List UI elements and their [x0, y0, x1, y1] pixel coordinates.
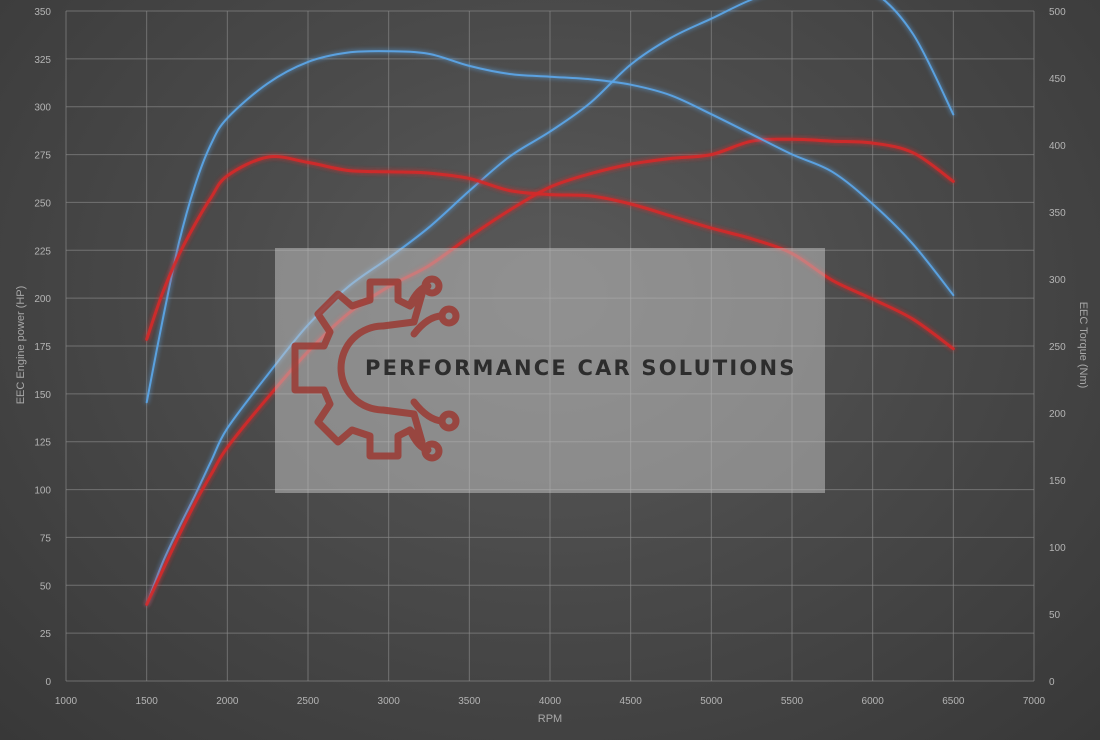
series-lines — [145, 0, 955, 606]
left-tick-label: 50 — [40, 581, 52, 592]
left-tick-label: 0 — [45, 677, 51, 688]
x-tick-label: 6000 — [862, 696, 885, 707]
right-tick-label: 100 — [1049, 543, 1066, 554]
x-axis-title: RPM — [538, 713, 562, 725]
x-tick-label: 2500 — [297, 696, 320, 707]
right-tick-label: 0 — [1049, 677, 1055, 688]
x-tick-label: 1000 — [55, 696, 78, 707]
left-axis-title: EEC Engine power (HP) — [15, 286, 27, 405]
left-tick-label: 150 — [34, 390, 51, 401]
left-tick-label: 75 — [40, 533, 52, 544]
left-tick-label: 275 — [34, 151, 51, 162]
right-tick-label: 350 — [1049, 208, 1066, 219]
x-tick-label: 5000 — [700, 696, 723, 707]
x-tick-label: 3500 — [458, 696, 481, 707]
x-tick-label: 5500 — [781, 696, 804, 707]
watermark: PERFORMANCE CAR SOLUTIONS — [275, 248, 825, 493]
x-tick-label: 6500 — [942, 696, 965, 707]
right-tick-label: 400 — [1049, 141, 1066, 152]
left-tick-label: 175 — [34, 342, 51, 353]
gear-circuit-logo — [291, 275, 460, 462]
right-tick-label: 150 — [1049, 476, 1066, 487]
right-tick-label: 200 — [1049, 409, 1066, 420]
left-tick-label: 200 — [34, 294, 51, 305]
left-tick-label: 300 — [34, 103, 51, 114]
left-tick-label: 25 — [40, 629, 52, 640]
right-tick-label: 300 — [1049, 275, 1066, 286]
left-tick-label: 225 — [34, 246, 51, 257]
x-tick-label: 4000 — [539, 696, 562, 707]
right-tick-label: 500 — [1049, 7, 1066, 18]
left-tick-label: 250 — [34, 198, 51, 209]
x-tick-label: 1500 — [136, 696, 159, 707]
right-tick-label: 450 — [1049, 74, 1066, 85]
left-tick-label: 350 — [34, 7, 51, 18]
left-tick-label: 100 — [34, 486, 51, 497]
x-tick-label: 4500 — [620, 696, 643, 707]
right-axis-title: EEC Torque (Nm) — [1077, 302, 1089, 389]
left-tick-label: 125 — [34, 438, 51, 449]
x-tick-label: 2000 — [216, 696, 239, 707]
series-line-2 — [145, 137, 955, 606]
x-tick-label: 7000 — [1023, 696, 1046, 707]
series-line-3 — [145, 50, 955, 404]
x-tick-label: 3000 — [378, 696, 401, 707]
series-line-1 — [145, 0, 955, 606]
axis-labels: 1000 1500 2000 2500 3000 3500 4000 4500 5000 5500… — [34, 7, 1066, 707]
right-tick-label: 250 — [1049, 342, 1066, 353]
right-tick-label: 50 — [1049, 610, 1061, 621]
watermark-text: PERFORMANCE CAR SOLUTIONS — [365, 356, 797, 380]
left-tick-label: 325 — [34, 55, 51, 66]
